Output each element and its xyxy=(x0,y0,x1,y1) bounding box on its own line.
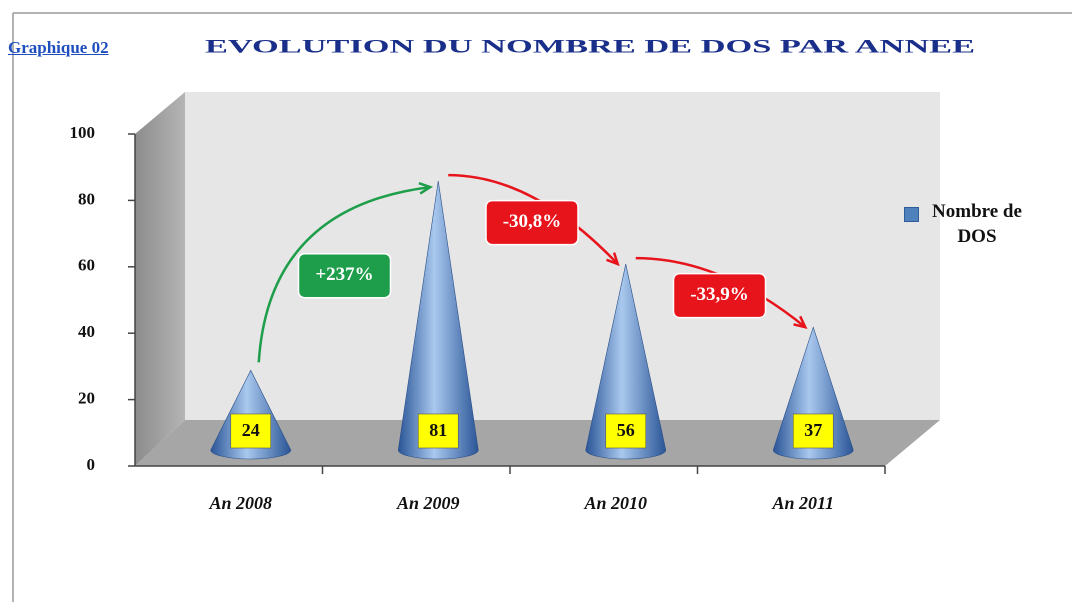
y-tick-label: 100 xyxy=(70,123,96,142)
annotation-arrowhead xyxy=(793,315,808,329)
x-tick-label: An 2009 xyxy=(396,493,460,513)
side-wall xyxy=(135,92,185,466)
annotation-arrow xyxy=(448,173,619,265)
annotation-text: -30,8% xyxy=(503,211,562,232)
y-tick-label: 60 xyxy=(78,256,95,275)
value-label: 37 xyxy=(804,420,822,440)
cone xyxy=(397,181,479,460)
value-label: 56 xyxy=(617,420,635,440)
value-label-box xyxy=(792,413,834,449)
value-label-box xyxy=(230,413,272,449)
subtitle: Graphique 02 xyxy=(8,38,109,57)
value-label-box xyxy=(417,413,459,449)
annotation-box xyxy=(485,199,579,246)
y-tick-label: 20 xyxy=(78,389,95,408)
y-tick-label: 0 xyxy=(87,455,96,474)
floor xyxy=(135,420,940,466)
y-tick-label: 80 xyxy=(78,189,95,208)
annotation-arrowhead xyxy=(606,252,620,267)
value-label: 81 xyxy=(429,420,447,440)
annotation-arrowhead xyxy=(418,182,434,195)
y-tick-label: 40 xyxy=(78,322,95,341)
cone xyxy=(585,264,667,460)
legend-swatch xyxy=(904,207,919,222)
chart-title: EVOLUTION DU NOMBRE DE DOS PAR ANNEE xyxy=(205,36,975,57)
annotation-text: -33,9% xyxy=(690,284,749,305)
x-tick-label: An 2008 xyxy=(208,493,272,513)
annotation-box xyxy=(672,272,767,319)
x-tick-label: An 2011 xyxy=(771,493,834,513)
legend-label: Nombre de DOS xyxy=(932,201,1022,247)
annotation-arrow xyxy=(257,185,431,363)
x-tick-label: An 2010 xyxy=(583,493,647,513)
annotation-text: +237% xyxy=(315,264,373,285)
back-wall xyxy=(185,92,940,420)
value-label: 24 xyxy=(242,420,260,440)
value-label-box xyxy=(605,413,647,449)
annotation-box xyxy=(297,252,392,299)
